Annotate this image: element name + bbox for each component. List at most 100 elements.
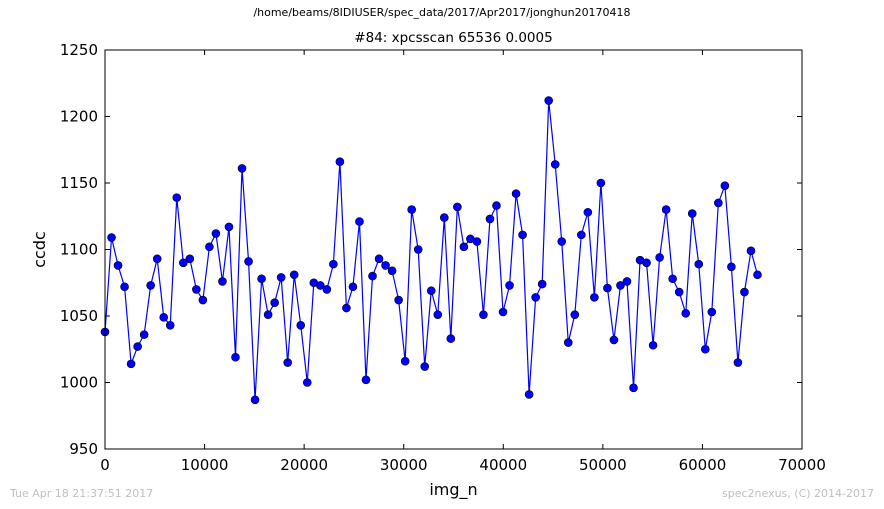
data-point bbox=[211, 229, 221, 238]
x-tick-label: 10000 bbox=[181, 456, 229, 474]
data-point bbox=[596, 178, 606, 188]
x-tick-label: 0 bbox=[100, 456, 110, 474]
data-point bbox=[446, 334, 456, 343]
data-point bbox=[479, 310, 488, 319]
data-point bbox=[616, 281, 625, 290]
data-point bbox=[276, 273, 286, 282]
axes: 0 10000 20000 30000 40000 50000 60000 70000 950 1… bbox=[30, 41, 826, 500]
data-point bbox=[629, 383, 638, 393]
data-point bbox=[244, 257, 253, 266]
data-point bbox=[289, 270, 299, 280]
data-point bbox=[394, 295, 403, 305]
footer-timestamp: Tue Apr 18 21:37:51 2017 bbox=[10, 487, 154, 500]
data-point bbox=[746, 246, 756, 256]
data-point bbox=[296, 321, 306, 330]
x-tick-label: 70000 bbox=[778, 456, 826, 474]
y-tick-label: 1200 bbox=[60, 108, 98, 126]
data-point bbox=[720, 181, 730, 190]
y-tick-label: 1000 bbox=[60, 374, 98, 392]
y-tick-label: 1050 bbox=[60, 307, 98, 325]
data-point bbox=[381, 261, 390, 270]
data-point bbox=[407, 205, 416, 214]
data-point bbox=[348, 282, 358, 292]
data-point bbox=[550, 160, 560, 169]
data-point bbox=[374, 254, 384, 264]
data-point bbox=[590, 293, 599, 302]
data-point bbox=[642, 258, 651, 268]
data-point bbox=[231, 352, 240, 362]
data-point bbox=[237, 164, 247, 173]
data-point bbox=[714, 198, 723, 208]
data-point bbox=[387, 266, 397, 276]
data-point bbox=[283, 358, 293, 367]
data-point bbox=[727, 262, 736, 272]
data-point bbox=[583, 207, 593, 217]
data-point bbox=[368, 271, 377, 281]
data-file-path: /home/beams/8IDIUSER/spec_data/2017/Apr2… bbox=[253, 6, 631, 19]
y-axis-label: ccdc bbox=[30, 231, 49, 268]
plot-title: #84: xpcsscan 65536 0.0005 bbox=[354, 30, 553, 46]
data-point bbox=[192, 285, 201, 294]
data-point bbox=[511, 189, 521, 198]
data-point bbox=[413, 245, 423, 254]
y-tick-label: 1250 bbox=[60, 41, 98, 59]
x-tick-label: 30000 bbox=[380, 456, 428, 474]
data-point bbox=[335, 157, 345, 167]
data-point bbox=[329, 259, 338, 269]
data-point bbox=[355, 217, 364, 226]
data-point bbox=[668, 274, 677, 284]
data-point bbox=[400, 356, 410, 366]
data-point bbox=[622, 277, 632, 286]
data-point bbox=[694, 259, 704, 269]
data-point bbox=[524, 390, 534, 399]
x-tick-label: 20000 bbox=[280, 456, 328, 474]
data-point bbox=[159, 313, 169, 322]
data-point bbox=[146, 281, 155, 290]
data-point bbox=[224, 222, 234, 232]
data-point bbox=[707, 307, 717, 317]
data-point bbox=[459, 242, 469, 252]
data-point bbox=[733, 358, 743, 367]
data-point bbox=[185, 254, 195, 264]
data-point bbox=[485, 214, 495, 224]
x-tick-label: 60000 bbox=[679, 456, 727, 474]
data-point bbox=[648, 340, 658, 350]
data-point bbox=[655, 253, 664, 262]
y-tick-label: 1100 bbox=[60, 241, 98, 259]
data-point bbox=[165, 321, 175, 330]
data-point bbox=[322, 285, 332, 294]
data-point bbox=[753, 270, 762, 280]
data-point bbox=[557, 237, 567, 246]
data-point bbox=[505, 281, 514, 290]
series-line bbox=[104, 100, 759, 400]
data-point bbox=[179, 258, 188, 268]
data-point bbox=[740, 287, 749, 297]
data-point bbox=[577, 230, 586, 240]
data-point bbox=[563, 338, 573, 347]
data-point bbox=[152, 254, 162, 264]
data-point bbox=[316, 281, 325, 290]
x-tick-label: 40000 bbox=[479, 456, 527, 474]
data-point bbox=[544, 96, 553, 105]
data-point bbox=[113, 261, 123, 270]
data-point bbox=[302, 378, 312, 387]
data-point bbox=[492, 201, 501, 210]
plot-area bbox=[100, 96, 762, 405]
data-point bbox=[609, 335, 619, 345]
data-point bbox=[218, 277, 227, 286]
data-point bbox=[687, 209, 697, 218]
y-tick-label: 1150 bbox=[60, 174, 98, 192]
data-point bbox=[537, 279, 547, 289]
y-tick-label: 950 bbox=[69, 440, 98, 458]
data-point bbox=[263, 310, 273, 319]
x-tick-label: 50000 bbox=[579, 456, 627, 474]
data-point bbox=[420, 362, 430, 371]
data-point bbox=[126, 359, 136, 369]
data-point bbox=[531, 293, 540, 302]
footer-credit: spec2nexus, (C) 2014-2017 bbox=[722, 487, 874, 500]
data-point bbox=[661, 205, 671, 214]
data-point bbox=[426, 286, 436, 296]
data-point bbox=[361, 375, 371, 385]
